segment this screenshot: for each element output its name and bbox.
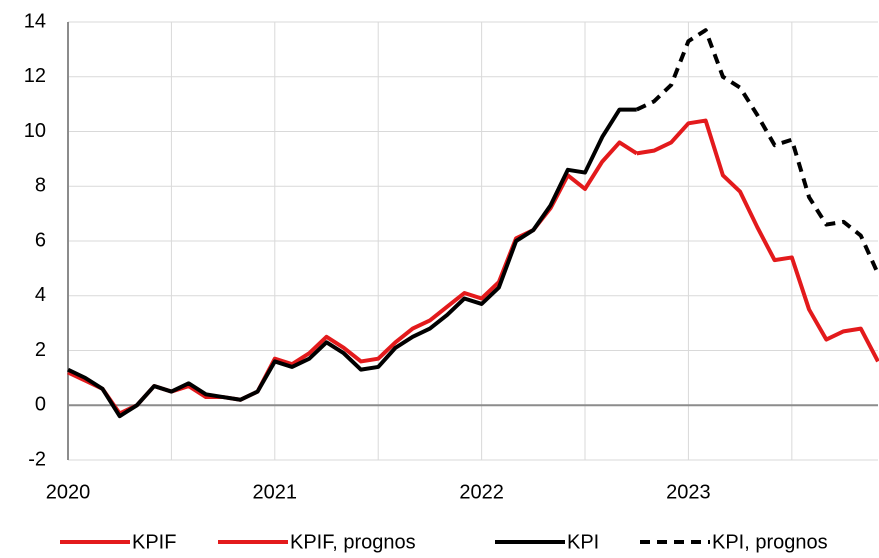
- y-tick-label: 8: [35, 175, 46, 197]
- y-tick-label: 10: [24, 120, 46, 142]
- series-line: [67, 107, 637, 419]
- legend-label: KPI: [567, 531, 599, 553]
- y-tick-label: -2: [28, 448, 46, 470]
- x-tick-label: 2021: [253, 481, 298, 503]
- y-tick-label: 2: [35, 339, 46, 361]
- y-tick-label: 6: [35, 229, 46, 251]
- legend-label: KPIF, prognos: [290, 531, 416, 553]
- x-tick-label: 2022: [459, 481, 504, 503]
- series-line: [635, 28, 879, 275]
- x-tick-label: 2020: [46, 481, 91, 503]
- y-tick-label: 12: [24, 65, 46, 87]
- series-line: [636, 118, 879, 363]
- y-tick-label: 14: [24, 10, 46, 32]
- x-tick-label: 2023: [666, 481, 711, 503]
- y-tick-label: 4: [35, 284, 46, 306]
- series-line: [67, 140, 638, 416]
- legend-label: KPI, prognos: [712, 531, 828, 553]
- y-tick-label: 0: [35, 394, 46, 416]
- legend-label: KPIF: [132, 531, 176, 553]
